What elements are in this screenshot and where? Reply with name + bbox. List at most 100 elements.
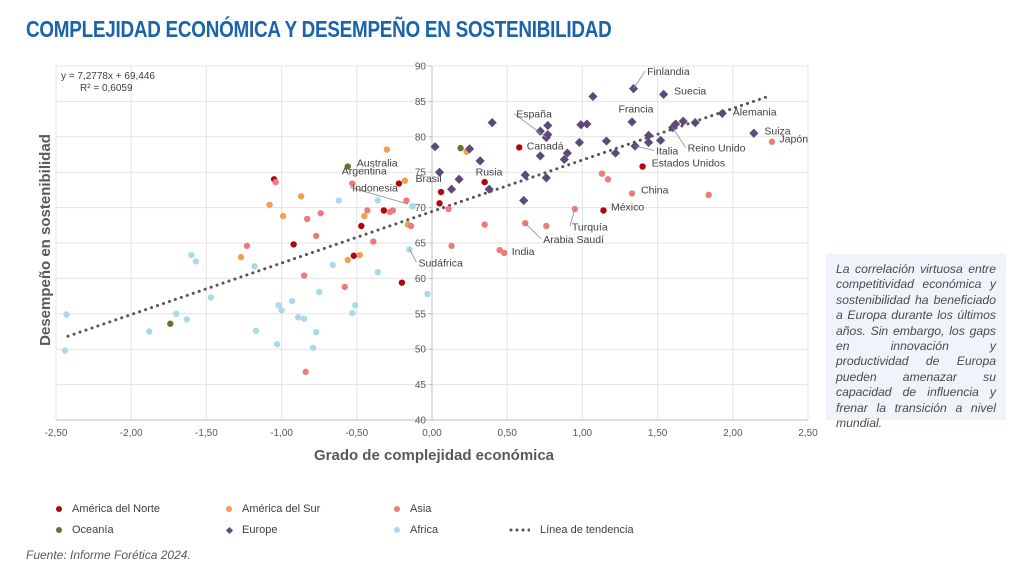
point-asia: [364, 207, 371, 214]
legend-item-trend: Línea de tendencia: [508, 524, 634, 536]
x-tick-label: -2,00: [120, 428, 143, 439]
point-am-rica-del-norte: [395, 180, 403, 187]
legend-marker-oceania: [56, 527, 62, 533]
point-africa: [329, 261, 336, 269]
x-tick-label: 0,50: [497, 428, 517, 439]
point-africa: [183, 316, 191, 323]
point-asia: [272, 178, 279, 186]
point-europe: [574, 137, 584, 148]
country-label: Rusia: [476, 167, 503, 179]
point-asia: [543, 222, 550, 230]
point-asia: [370, 238, 377, 245]
point-africa: [312, 329, 320, 336]
point-europe: [690, 118, 700, 128]
point-am-rica-del-norte: [398, 279, 406, 286]
point-asia: [445, 205, 452, 213]
point-am-rica-del-norte: [358, 222, 365, 230]
point-am-rica-del-norte: [437, 188, 445, 196]
point-europe: [643, 130, 654, 140]
r-squared: R² = 0,6059: [80, 83, 133, 94]
point-asia: [628, 190, 636, 197]
country-label: Finlandia: [647, 66, 690, 78]
point-europe: [535, 126, 545, 136]
point-europe: [627, 117, 637, 127]
side-note: La correlación virtuosa entre competitiv…: [826, 254, 1006, 430]
point-africa: [273, 341, 281, 348]
legend-item-north-america: América del Norte: [56, 503, 160, 515]
point-europe: [543, 120, 553, 131]
point-am-rica-del-norte: [639, 163, 646, 170]
point-africa: [192, 258, 200, 265]
point-europe: [678, 116, 688, 126]
legend-marker-africa: [394, 527, 400, 533]
point-am-rica-del-norte: [516, 144, 523, 151]
point-europe: [535, 151, 545, 161]
point-europe: [454, 174, 464, 184]
country-label: Suecia: [674, 85, 706, 97]
point-asia: [768, 138, 776, 145]
point-asia: [386, 208, 394, 216]
point-europe: [484, 184, 494, 194]
point-africa: [252, 327, 260, 334]
legend-label: Línea de tendencia: [540, 524, 634, 536]
point-africa: [309, 344, 317, 351]
point-am-rica-del-norte: [290, 241, 297, 248]
point-am-rica-del-norte: [436, 200, 443, 207]
y-axis-title: Desempeño en sostenibilidad: [37, 134, 54, 346]
point-asia: [300, 272, 308, 279]
y-tick-label: 45: [415, 380, 427, 391]
point-am-rica-del-norte: [380, 207, 388, 214]
point-am-rica-del-sur: [361, 212, 368, 220]
point-europe: [582, 119, 592, 129]
legend-label: América del Sur: [242, 503, 321, 515]
point-europe: [446, 184, 457, 194]
country-label: Japón: [779, 133, 808, 145]
x-tick-label: 1,50: [648, 428, 668, 439]
country-label: Brasil: [415, 173, 441, 185]
point-am-rica-del-norte: [481, 178, 488, 186]
x-tick-label: 2,50: [798, 428, 818, 439]
point-am-rica-del-sur: [401, 177, 409, 184]
point-africa: [424, 290, 431, 298]
country-label: México: [611, 201, 644, 213]
y-tick-label: 75: [415, 168, 427, 179]
label-leader-line: [672, 127, 687, 148]
point-africa: [251, 263, 258, 270]
trend-line-path: [66, 94, 772, 338]
y-tick-label: 55: [415, 309, 427, 320]
point-asia: [303, 215, 311, 223]
point-africa: [188, 251, 195, 259]
point-am-rica-del-sur: [266, 201, 273, 208]
point-asia: [448, 242, 455, 250]
label-leader-line: [409, 249, 417, 263]
country-label: Estados Unidos: [652, 158, 726, 170]
legend-label: Oceanía: [72, 524, 114, 536]
point-africa: [349, 309, 356, 317]
point-africa: [288, 297, 296, 305]
point-europe: [559, 154, 569, 165]
y-tick-label: 85: [415, 97, 427, 108]
country-label: India: [512, 246, 535, 258]
point-am-rica-del-sur: [344, 256, 351, 264]
x-tick-label: -1,00: [270, 428, 293, 439]
point-am-rica-del-sur: [356, 251, 364, 259]
point-africa: [374, 268, 382, 276]
x-axis-ticks: -2,50 -2,00 -1,50 -1,00 -0,50 0,00 0,50 1,00 1,5…: [45, 428, 819, 439]
point-asia: [243, 242, 251, 250]
legend-item-oceania: Oceanía: [56, 524, 114, 536]
legend-marker-europe: [225, 526, 234, 534]
legend-item-africa: Africa: [394, 524, 438, 536]
point-ocean-a: [167, 320, 174, 327]
point-am-rica-del-sur: [297, 193, 305, 200]
point-europe: [659, 89, 669, 99]
legend-label: Africa: [410, 524, 439, 536]
point-am-rica-del-norte: [350, 252, 357, 259]
y-tick-label: 70: [415, 203, 427, 214]
x-tick-label: 1,00: [573, 428, 593, 439]
point-asia: [349, 180, 356, 187]
point-am-rica-del-sur: [383, 146, 391, 153]
y-tick-label: 80: [415, 132, 427, 143]
point-africa: [316, 288, 323, 296]
point-africa: [275, 302, 282, 309]
label-leader-line: [634, 145, 655, 151]
